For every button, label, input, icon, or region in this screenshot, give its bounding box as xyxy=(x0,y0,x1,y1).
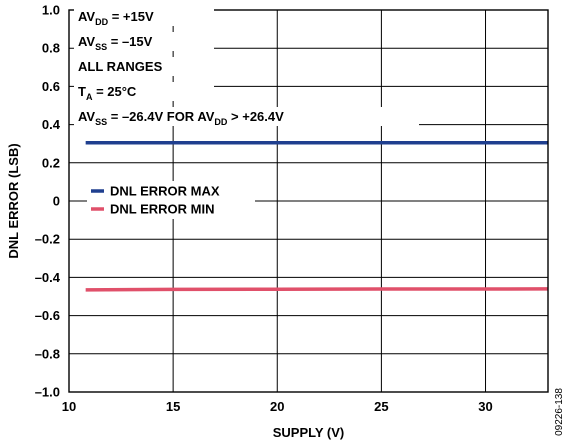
y-axis-label: DNL ERROR (LSB) xyxy=(6,143,21,258)
x-axis-label: SUPPLY (V) xyxy=(273,425,345,440)
x-tick-label: 30 xyxy=(478,399,492,414)
legend-backdrop xyxy=(87,181,255,219)
y-tick-label: –1.0 xyxy=(35,385,60,400)
y-tick-label: –0.2 xyxy=(35,232,60,247)
y-tick-label: –0.6 xyxy=(35,308,60,323)
annotation-line: AVSS = –15V xyxy=(78,34,153,52)
y-tick-label: 0.8 xyxy=(42,41,60,56)
annotation-backdrop xyxy=(74,32,214,51)
annotation-line: ALL RANGES xyxy=(78,59,163,74)
annotation-line: AVSS = –26.4V FOR AVDD > +26.4V xyxy=(78,109,284,127)
annotation-backdrop xyxy=(74,57,214,76)
annotation-backdrop xyxy=(74,107,419,126)
plot-frame xyxy=(68,9,549,393)
annotation-line: TA = 25°C xyxy=(78,84,137,102)
y-tick-label: –0.8 xyxy=(35,346,60,361)
annotation-backdrop xyxy=(74,82,214,101)
y-tick-label: 0 xyxy=(53,194,60,209)
y-tick-label: 0.2 xyxy=(42,155,60,170)
annotation-backdrop xyxy=(74,7,214,26)
x-tick-label: 20 xyxy=(270,399,284,414)
y-tick-label: 0.6 xyxy=(42,79,60,94)
y-tick-label: –0.4 xyxy=(35,270,61,285)
figure-id: 09226-138 xyxy=(554,388,565,436)
y-tick-label: 1.0 xyxy=(42,3,60,18)
annotation-line: AVDD = +15V xyxy=(78,9,154,27)
x-tick-label: 15 xyxy=(166,399,180,414)
legend-label: DNL ERROR MIN xyxy=(110,202,214,217)
x-tick-label: 25 xyxy=(374,399,388,414)
legend-label: DNL ERROR MAX xyxy=(110,184,220,199)
series-line xyxy=(85,287,549,292)
y-tick-label: 0.4 xyxy=(42,117,61,132)
x-tick-label: 10 xyxy=(62,399,76,414)
